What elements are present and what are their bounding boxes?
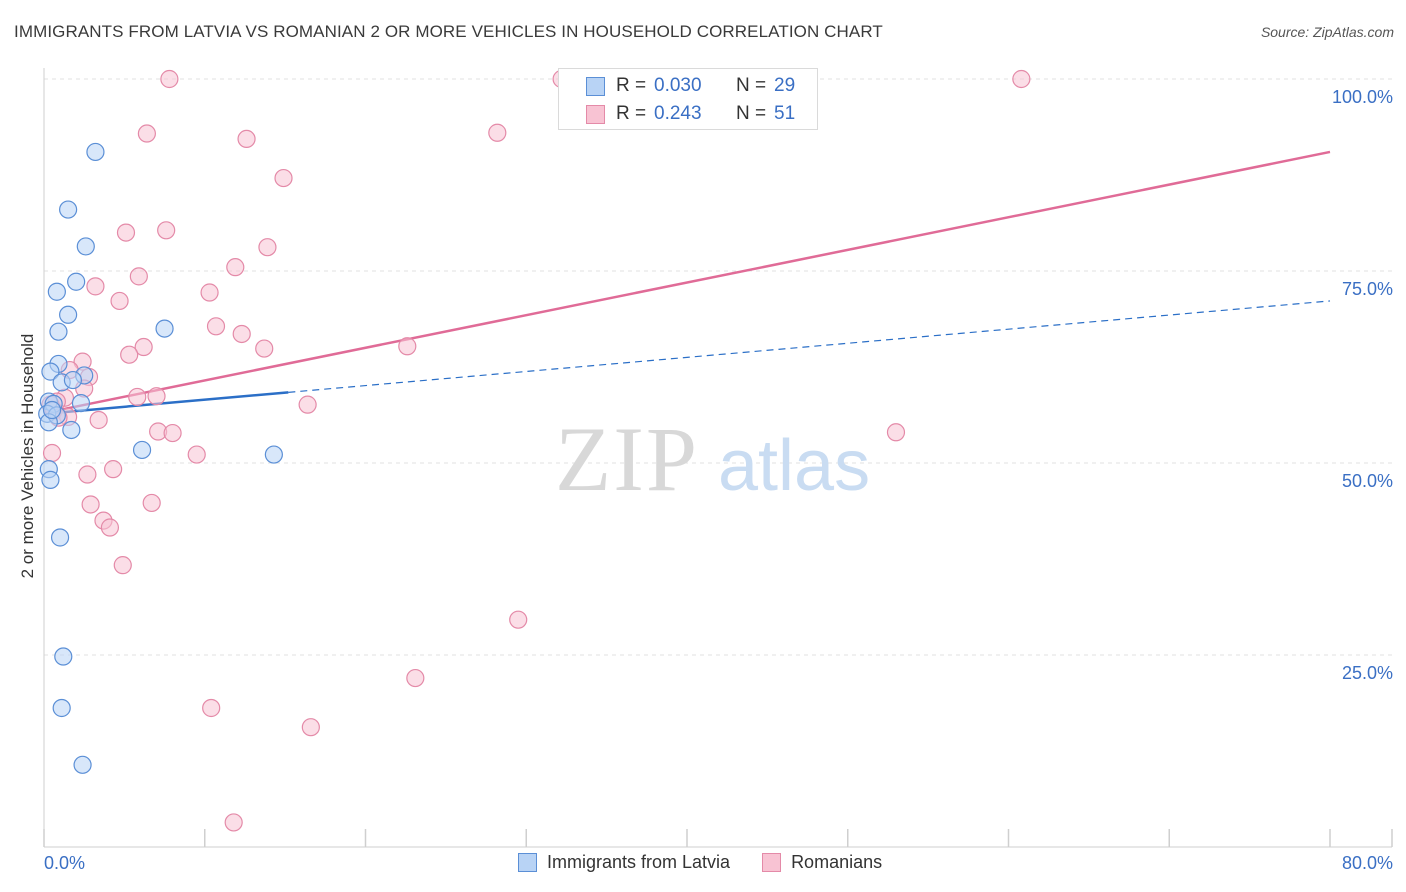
romanian-point (86, 277, 105, 296)
latvia-point (41, 470, 60, 489)
latvia-point (52, 698, 71, 718)
romanian-point (42, 443, 62, 463)
legend-item-romanians: Romanians (762, 852, 882, 873)
romanian-point (1012, 69, 1031, 89)
romanian-point (488, 123, 507, 142)
chart-title: IMMIGRANTS FROM LATVIA VS ROMANIAN 2 OR … (14, 22, 883, 41)
y-tick-label: 50.0% (1342, 471, 1393, 491)
series-legend: Immigrants from Latvia Romanians (518, 852, 914, 873)
latvia-point (47, 282, 66, 301)
latvia-point (62, 420, 81, 440)
legend-row-latvia: R = 0.030 N = 29 (559, 71, 795, 101)
romanian-point (163, 423, 182, 443)
watermark-atlas: atlas (718, 426, 870, 506)
latvia-point (49, 322, 68, 341)
latvia-swatch (586, 76, 605, 96)
romanian-point (128, 387, 147, 407)
romanian-point (398, 337, 417, 356)
trend-lines (43, 150, 1331, 416)
romanian-point (406, 668, 425, 688)
romanians-legend-label: Romanians (791, 852, 883, 872)
y-tick-label: 100.0% (1332, 87, 1393, 107)
latvia-legend-swatch (518, 853, 537, 872)
legend-r-label: R = (616, 103, 647, 124)
romanian-point (89, 410, 108, 430)
latvia-legend-label: Immigrants from Latvia (547, 852, 731, 872)
latvia-point (42, 400, 62, 420)
romanian-point (301, 718, 320, 737)
latvia-point (73, 755, 92, 774)
romanian-point (100, 518, 120, 537)
romanian-point (147, 387, 166, 406)
romanian-point (206, 317, 226, 336)
romanian-point (298, 395, 317, 414)
source-credit: Source: ZipAtlas.com (1260, 24, 1394, 40)
romanian-point (258, 238, 277, 257)
latvia-point (59, 305, 78, 324)
romanian-point (113, 556, 132, 575)
legend-n-value: 29 (774, 75, 796, 96)
legend-item-latvia: Immigrants from Latvia (518, 852, 730, 873)
latvia-point (54, 647, 73, 666)
latvia-trend-extension (288, 300, 1331, 393)
latvia-point (86, 142, 105, 162)
romanian-point (224, 813, 243, 832)
latvia-point (50, 528, 70, 547)
latvia-point (59, 200, 78, 219)
legend-n-value: 51 (774, 103, 796, 124)
romanians-swatch (586, 104, 605, 124)
x-tick-label: 0.0% (44, 853, 85, 873)
romanian-trend-line (43, 150, 1331, 415)
romanian-point (509, 610, 528, 629)
y-tick-label: 75.0% (1342, 279, 1393, 299)
romanian-point (237, 129, 256, 149)
romanian-point (226, 258, 245, 277)
romanian-point (120, 345, 139, 364)
romanian-point (274, 168, 293, 188)
romanian-point (160, 69, 179, 89)
latvia-point (132, 440, 152, 460)
romanian-point (78, 465, 97, 484)
legend-row-romanians: R = 0.243 N = 51 (559, 99, 795, 129)
latvia-point (63, 370, 83, 390)
y-tick-label: 25.0% (1342, 663, 1393, 683)
romanian-point (157, 221, 176, 240)
correlation-legend: R = 0.030 N = 29 R = 0.243 N = 51 (558, 68, 818, 130)
romanian-point (81, 495, 100, 514)
grid-lines (44, 78, 1392, 656)
x-tick-label: 80.0% (1342, 853, 1393, 873)
latvia-point (76, 237, 95, 256)
data-points (38, 69, 1031, 832)
latvia-point (67, 272, 86, 291)
legend-n-label: N = (736, 75, 767, 96)
legend-r-value: 0.243 (654, 103, 702, 124)
latvia-point (41, 362, 60, 381)
tick-labels: 25.0% 50.0% 75.0% 100.0% 0.0% 80.0% (44, 87, 1393, 873)
romanian-point (255, 339, 274, 358)
romanian-point (104, 460, 123, 479)
romanian-point (200, 283, 219, 302)
romanian-point (187, 445, 206, 464)
legend-r-label: R = (616, 75, 647, 96)
legend-n-label: N = (736, 103, 767, 124)
romanian-point (129, 267, 148, 286)
watermark-zip: ZIP (555, 408, 699, 510)
romanian-point (202, 698, 221, 718)
romanian-point (110, 291, 129, 311)
legend-r-value: 0.030 (654, 75, 702, 96)
romanian-point (886, 423, 906, 442)
latvia-point (71, 393, 91, 413)
y-axis-label: 2 or more Vehicles in Household (18, 334, 37, 579)
romanian-point (134, 337, 153, 357)
romanian-point (142, 493, 161, 513)
romanians-legend-swatch (762, 853, 782, 872)
axes (43, 68, 1393, 848)
romanian-point (116, 223, 136, 242)
latvia-point (155, 319, 174, 338)
romanian-point (232, 324, 251, 344)
latvia-point (264, 445, 283, 464)
watermark: ZIP atlas (555, 408, 870, 510)
romanian-point (137, 124, 156, 143)
